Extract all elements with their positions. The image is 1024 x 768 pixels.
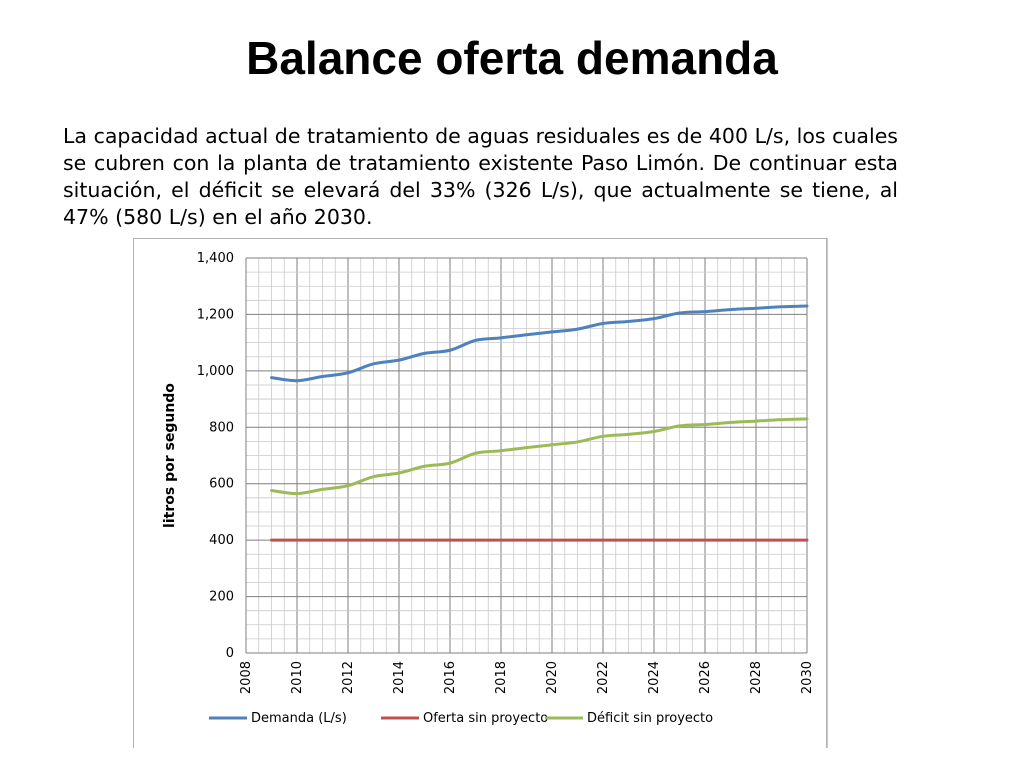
chart-gridlines <box>245 257 808 654</box>
x-tick-label: 2024 <box>647 661 662 694</box>
slide-body-text: La capacidad actual de tratamiento de ag… <box>63 124 898 229</box>
x-tick-label: 2010 <box>290 661 305 694</box>
y-tick-label: 600 <box>209 477 234 492</box>
y-tick-label: 400 <box>209 533 234 548</box>
legend-label: Déficit sin proyecto <box>587 711 713 726</box>
legend-label: Demanda (L/s) <box>251 711 347 726</box>
x-tick-label: 2018 <box>494 661 509 694</box>
x-tick-label: 2028 <box>749 661 764 694</box>
y-tick-label: 1,400 <box>197 251 234 266</box>
y-axis-label: litros por segundo <box>162 383 178 528</box>
series-line-3 <box>270 417 809 496</box>
x-tick-label: 2026 <box>698 661 713 694</box>
x-tick-label: 2030 <box>800 661 815 694</box>
x-tick-label: 2016 <box>443 661 458 694</box>
legend-label: Oferta sin proyecto <box>423 711 548 726</box>
x-tick-label: 2008 <box>239 661 254 694</box>
x-tick-label: 2014 <box>392 661 407 694</box>
series-line-1 <box>270 304 809 383</box>
y-tick-label: 1,000 <box>197 364 234 379</box>
chart-legend: Demanda (L/s) Oferta sin proyecto Déficit … <box>209 711 713 726</box>
x-tick-label: 2020 <box>545 661 560 694</box>
line-chart: 0 200 400 600 800 1,000 1,200 1,400 2008 2010 2012… <box>162 251 815 726</box>
x-tick-label: 2022 <box>596 661 611 694</box>
y-tick-label: 1,200 <box>197 307 234 322</box>
y-tick-label: 800 <box>209 420 234 435</box>
chart-container: 0 200 400 600 800 1,000 1,200 1,400 2008 2010 2012… <box>133 238 827 748</box>
y-tick-label: 0 <box>226 646 234 661</box>
y-tick-label: 200 <box>209 590 234 605</box>
slide-title: Balance oferta demanda <box>246 32 778 84</box>
x-tick-label: 2012 <box>341 661 356 694</box>
